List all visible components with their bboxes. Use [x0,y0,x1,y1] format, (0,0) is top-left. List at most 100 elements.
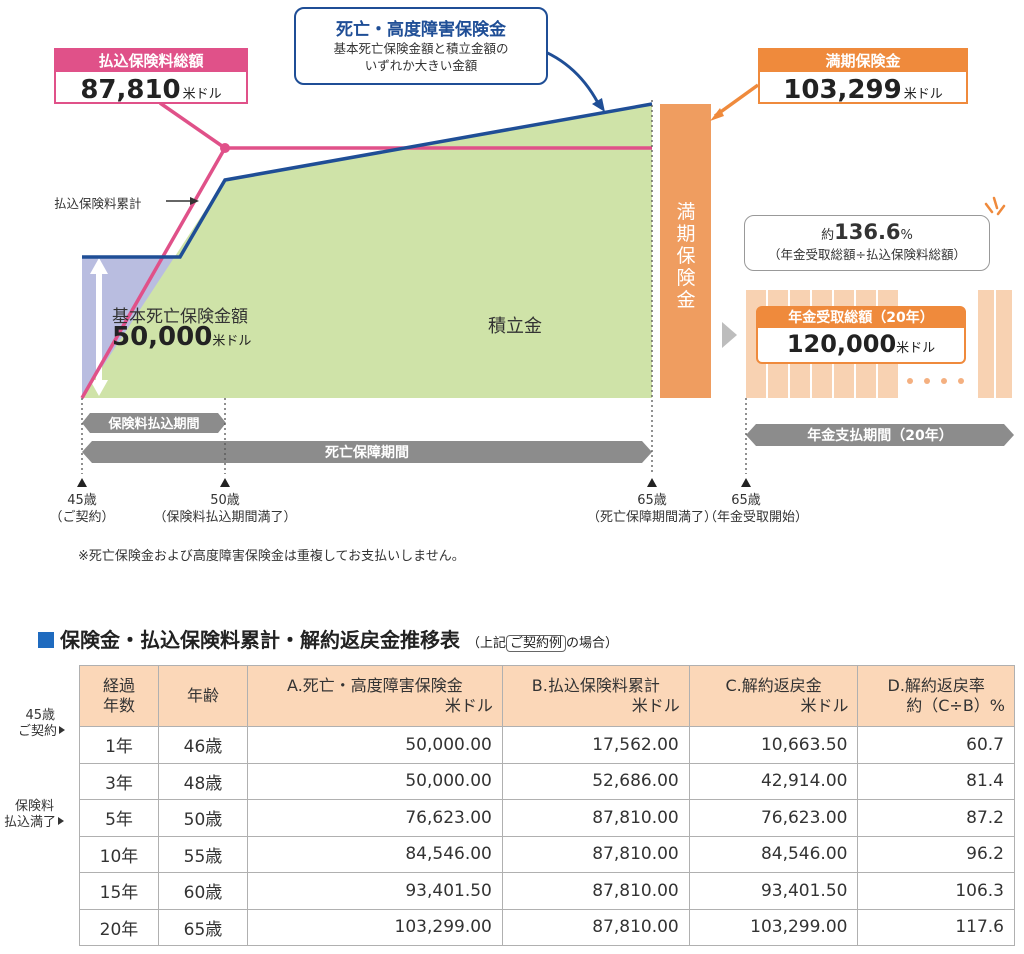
basic-death-label: 基本死亡保険金額 [112,307,248,327]
basic-amount-arrow [90,258,108,396]
death-pointer-head [592,98,605,112]
cell-d: 117.6 [857,908,1015,946]
rate-suffix: % [900,228,913,243]
table-row: 15年 60歳 93,401.50 87,810.00 93,401.50 10… [79,872,1015,910]
header-years-2: 年数 [102,696,135,715]
age-50-paid: 50歳 （保険料払込期間満了） [140,492,310,526]
header-b-label: B.払込保険料累計 [531,676,660,695]
maturity-callout: 満期保険金 103,299 米ドル [758,48,968,105]
maturity-callout-amount: 103,299 [783,75,902,105]
premium-total-amount: 87,810 [80,75,181,105]
cell-a: 84,546.00 [247,835,503,873]
cell-d: 81.4 [857,762,1015,800]
title-sub-after: の場合） [566,636,619,651]
basic-death-amount: 50,000 [112,322,213,352]
cell-d: 96.2 [857,835,1015,873]
cell-c: 10,663.50 [688,726,859,764]
age-label: 65歳 [637,493,667,508]
table-row: 1年 46歳 50,000.00 17,562.00 10,663.50 60.… [79,726,1015,764]
coverage-period-text: 死亡保障期間 [324,444,409,461]
cell-c: 42,914.00 [688,762,859,800]
cell-a: 50,000.00 [247,726,503,764]
pension-period-bar [746,424,1014,446]
death-callout-desc-2: いずれか大きい金額 [364,58,478,73]
side-contract-1: 45歳 [25,708,56,723]
header-d-label: D.解約返戻率 [887,676,985,695]
header-d-unit: 約（C÷B）% [906,696,1005,715]
header-age: 年齢 [158,665,248,727]
maturity-callout-unit: 米ドル [903,87,943,102]
death-benefit-line [82,102,653,259]
premium-total-callout: 払込保険料総額 87,810 米ドル [54,48,248,105]
premium-total-unit: 米ドル [182,87,222,102]
cumulative-premium-label: 払込保険料累計 [54,196,142,211]
cumulative-arrow-head [190,197,199,205]
table-row: 10年 55歳 84,546.00 87,810.00 84,546.00 96… [79,835,1015,873]
age-note: （保険料払込期間満了） [153,510,297,525]
cell-c: 84,546.00 [688,835,859,873]
cell-age: 48歳 [158,762,248,800]
age-note: （死亡保障期間満了） [586,510,717,525]
cell-b: 17,562.00 [501,726,690,764]
maturity-bar-char: 険 [676,267,695,289]
cell-years: 1年 [79,726,159,764]
side-label-contract: 45歳 ご契約 [18,708,66,740]
header-c-unit: 米ドル [800,696,849,715]
table-header-row: 経過 年数 年齢 A.死亡・高度障害保険金 米ドル B.払込保険料累計 米ドル C.解… [79,665,1015,727]
death-callout-title: 死亡・高度障害保険金 [336,20,506,40]
benefit-table: 経過 年数 年齢 A.死亡・高度障害保険金 米ドル B.払込保険料累計 米ドル C.解… [79,665,1015,946]
maturity-bar-char: 満 [676,201,695,223]
reserve-area [82,104,652,398]
cell-b: 87,810.00 [501,872,690,910]
cell-c: 93,401.50 [688,872,859,910]
cell-a: 93,401.50 [247,872,503,910]
age-label: 50歳 [210,493,240,508]
rate-value: 136.6 [834,220,901,244]
death-benefit-callout: 死亡・高度障害保険金 基本死亡保険金額と積立金額の いずれか大きい金額 [294,7,548,85]
cell-a: 50,000.00 [247,762,503,800]
rate-formula: （年金受取総額÷払込保険料総額） [768,247,966,262]
side-paid-2: 払込満了 [4,815,57,830]
side-marker-icon [59,726,66,734]
age-45-contract: 45歳 （ご契約） [46,492,118,526]
cell-b: 52,686.00 [501,762,690,800]
table-title-text: 保険金・払込保険料累計・解約返戻金推移表 [60,628,460,652]
age-label: 65歳 [731,493,761,508]
header-years: 経過 年数 [79,665,159,727]
header-b-unit: 米ドル [631,696,680,715]
payment-period-bar [82,413,226,433]
cell-d: 106.3 [857,872,1015,910]
header-b: B.払込保険料累計 米ドル [501,665,690,727]
maturity-bar-label: 満期保険金 [676,201,695,311]
cell-years: 15年 [79,872,159,910]
cell-age: 65歳 [158,908,248,946]
cell-b: 87,810.00 [501,835,690,873]
age-65-coverage-end: 65歳 （死亡保障期間満了） [548,492,756,526]
age-65-pension-start: 65歳 （年金受取開始） [704,492,808,526]
premium-total-label: 払込保険料総額 [56,50,246,72]
table-row: 3年 48歳 50,000.00 52,686.00 42,914.00 81.… [79,762,1015,800]
cell-years: 5年 [79,799,159,837]
cell-d: 87.2 [857,799,1015,837]
pension-period-text: 年金支払期間（20年） [807,427,952,444]
cell-a: 103,299.00 [247,908,503,946]
timeline-dots [81,100,747,474]
maturity-pointer-head [710,108,724,121]
header-a: A.死亡・高度障害保険金 米ドル [247,665,503,727]
header-c: C.解約返戻金 米ドル [688,665,859,727]
title-sub-before: （上記 [466,636,506,651]
reserve-label: 積立金 [488,316,542,337]
flow-arrow-icon [722,322,737,348]
cell-c: 76,623.00 [688,799,859,837]
side-marker-icon [58,817,65,825]
table-title: 保険金・払込保険料累計・解約返戻金推移表 （上記 ご契約例 の場合） [38,624,618,653]
cell-age: 55歳 [158,835,248,873]
cell-years: 10年 [79,835,159,873]
basic-death-unit: 米ドル [212,334,252,349]
side-paid-1: 保険料 [15,799,55,814]
side-contract-2: ご契約 [18,724,58,739]
premium-dot [220,143,230,153]
table-row: 5年 50歳 76,623.00 87,810.00 76,623.00 87.… [79,799,1015,837]
footnote: ※死亡保険金および高度障害保険金は重複してお支払いしません。 [78,549,465,564]
title-square-icon [38,632,54,648]
